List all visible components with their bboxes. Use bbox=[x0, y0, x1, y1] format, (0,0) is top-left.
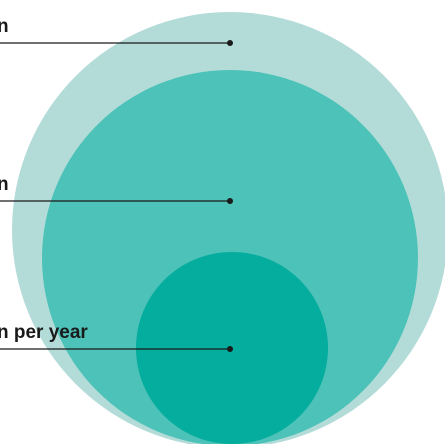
outer-leader-dot bbox=[227, 40, 233, 46]
outer-label: n bbox=[0, 16, 9, 37]
inner-label: n per year bbox=[0, 322, 88, 343]
inner-leader-dot bbox=[227, 346, 233, 352]
inner-callout: n per year bbox=[0, 322, 233, 352]
outer-callout: n bbox=[0, 16, 233, 46]
middle-leader-dot bbox=[227, 198, 233, 204]
middle-label: n bbox=[0, 174, 9, 195]
middle-callout: n bbox=[0, 174, 233, 204]
